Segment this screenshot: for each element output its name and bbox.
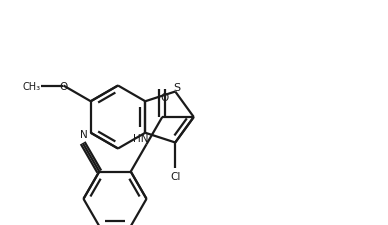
Text: O: O <box>59 81 68 91</box>
Text: Cl: Cl <box>170 171 180 182</box>
Text: CH₃: CH₃ <box>23 81 41 91</box>
Text: O: O <box>160 92 168 102</box>
Text: S: S <box>174 83 181 93</box>
Text: N: N <box>80 129 88 139</box>
Text: HN: HN <box>133 134 148 144</box>
